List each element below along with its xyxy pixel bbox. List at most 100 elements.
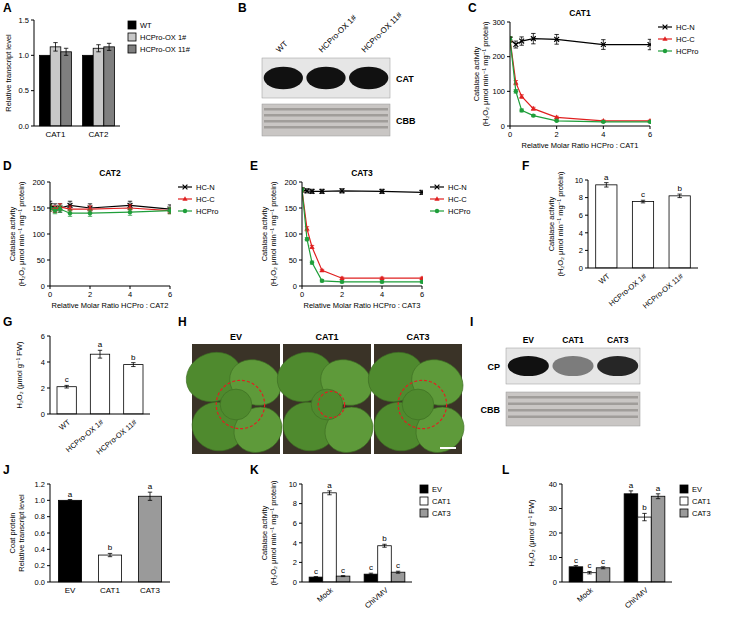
y-tick xyxy=(559,484,562,485)
y-axis-label: (H₂O₂ μmol min⁻¹ mg⁻¹ protein) xyxy=(17,181,26,287)
lane-label: HCPro-OX 1# xyxy=(317,13,359,55)
bar xyxy=(124,365,143,414)
y-axis xyxy=(50,336,51,414)
photo-label: EV xyxy=(230,332,242,342)
lane-label: WT xyxy=(274,39,289,54)
legend-label: CAT1 xyxy=(432,497,451,506)
significance-letter: c xyxy=(369,563,373,572)
y-tick xyxy=(299,542,302,543)
line xyxy=(510,39,650,122)
legend: EVCAT1CAT3 xyxy=(420,485,451,518)
legend-label: HCPro xyxy=(196,207,219,216)
x-axis xyxy=(50,582,170,583)
y-tick xyxy=(47,362,50,363)
background xyxy=(0,0,730,617)
bar xyxy=(596,185,617,268)
lane-label: CAT3 xyxy=(607,335,629,345)
panel-letter: K xyxy=(250,463,259,477)
y-tick xyxy=(299,562,302,563)
panel-letter: C xyxy=(468,1,477,15)
y-tick-label: 0 xyxy=(293,578,297,587)
title: CAT2 xyxy=(99,168,121,178)
y-tick-label: 0 xyxy=(41,282,45,291)
marker xyxy=(519,39,524,44)
blot-band xyxy=(349,67,388,89)
y-tick-label: 0.6 xyxy=(35,529,45,538)
x-tick-label: 4 xyxy=(380,290,384,299)
highlight-circle xyxy=(216,380,264,428)
x-axis-label: Relative Molar Ratio HCPro : CAT2 xyxy=(52,301,169,310)
y-axis-label: Catalase activity xyxy=(260,505,269,560)
x-axis xyxy=(588,268,698,269)
bar xyxy=(40,55,51,126)
x-axis xyxy=(562,582,672,583)
y-tick xyxy=(507,56,510,57)
y-axis-label: Coat protein xyxy=(8,513,17,554)
panel-letter: A xyxy=(3,1,12,15)
marker xyxy=(380,280,384,284)
y-tick xyxy=(47,533,50,534)
row-label: CBB xyxy=(396,116,416,126)
marker xyxy=(88,206,93,211)
y-tick-label: 2 xyxy=(579,246,583,255)
panel-k: K0246810Catalase activity(H₂O₂ μmol min⁻… xyxy=(250,463,451,610)
x-tick xyxy=(382,286,383,289)
marker xyxy=(305,237,309,241)
y-axis-label: Catalase activity xyxy=(472,46,481,101)
y-axis-label: Catalase activity xyxy=(8,206,17,261)
error-bar xyxy=(98,350,102,358)
panel-letter: D xyxy=(3,159,12,173)
legend: EVCAT1CAT3 xyxy=(680,485,711,518)
error-bar xyxy=(128,201,132,209)
y-tick xyxy=(47,565,50,566)
y-tick-label: 0 xyxy=(501,122,505,131)
y-tick-label: 0 xyxy=(553,578,557,587)
bar xyxy=(323,493,337,582)
legend-marker xyxy=(663,25,668,30)
marker xyxy=(554,115,559,120)
blot-band xyxy=(264,67,303,89)
legend-swatch xyxy=(420,509,428,517)
blot-row xyxy=(262,104,390,136)
gel-band xyxy=(508,403,638,406)
y-tick xyxy=(31,90,34,91)
panel-letter: H xyxy=(178,315,187,329)
x-tick xyxy=(650,126,651,129)
legend-swatch xyxy=(128,33,136,41)
y-tick-label: 0.0 xyxy=(35,578,45,587)
marker xyxy=(531,113,535,117)
error-bar xyxy=(656,494,660,499)
gel-band xyxy=(264,114,388,117)
y-axis-label: H₂O₂ (μmol g⁻¹ FW) xyxy=(527,499,536,567)
y-tick-label: 100 xyxy=(32,230,45,239)
marker xyxy=(320,189,325,194)
y-tick-label: 4 xyxy=(579,229,583,238)
y-tick xyxy=(559,508,562,509)
error-bar xyxy=(68,500,72,502)
x-axis-label: Relative Molar Ratio HCPro : CAT3 xyxy=(304,301,421,310)
title: CAT1 xyxy=(569,8,591,18)
x-tick xyxy=(90,286,91,289)
y-tick-label: 6 xyxy=(41,332,45,341)
marks xyxy=(50,201,171,216)
legend-marker xyxy=(435,209,439,213)
blot-band xyxy=(508,356,549,376)
error-bar xyxy=(128,209,132,215)
marker xyxy=(379,275,384,280)
significance-letter: a xyxy=(604,173,609,182)
error-bar xyxy=(514,41,518,48)
highlight-circle xyxy=(398,380,446,428)
y-tick xyxy=(507,22,510,23)
marker xyxy=(519,108,523,112)
marker xyxy=(310,189,315,194)
line xyxy=(510,39,650,45)
bar xyxy=(50,47,61,126)
y-axis xyxy=(302,484,303,582)
legend-label: HC-C xyxy=(196,195,215,204)
bar xyxy=(57,387,76,414)
scale-bar xyxy=(440,447,456,449)
legend-marker xyxy=(182,196,187,201)
legend-marker xyxy=(434,196,439,201)
x-tick-label: WT xyxy=(57,417,72,432)
y-tick-label: 10 xyxy=(549,553,557,562)
